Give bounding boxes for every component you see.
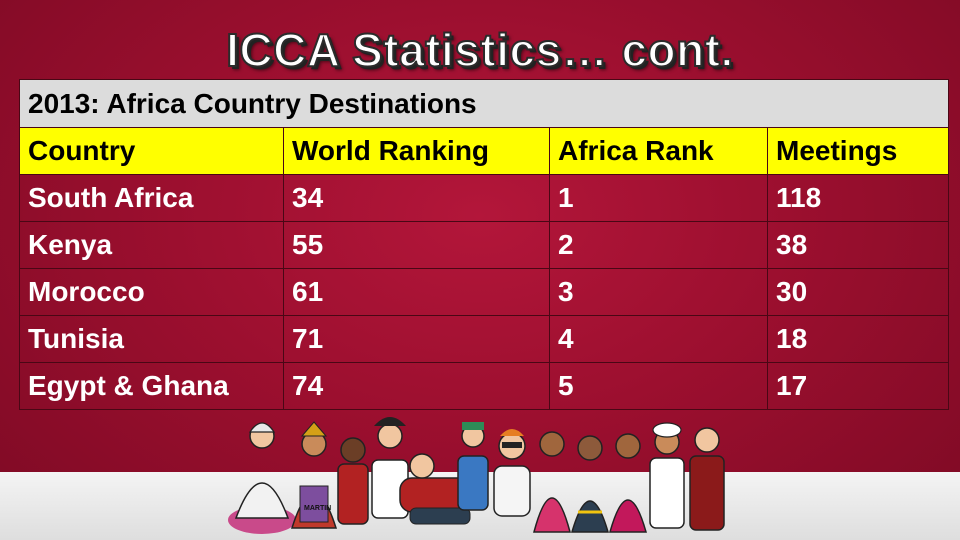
cell-africa-rank: 4	[549, 315, 768, 363]
person-figure	[533, 431, 571, 533]
diverse-people-crowd-illustration: MARTIN	[228, 417, 725, 534]
table-row: Kenya 55 2 38	[19, 221, 950, 269]
person-figure	[571, 435, 609, 533]
cell-world-ranking: 71	[283, 315, 550, 363]
person-figure	[290, 421, 338, 529]
cell-country: Morocco	[19, 268, 284, 316]
person-figure	[609, 433, 647, 533]
person-figure	[457, 422, 489, 511]
cell-meetings: 38	[766, 221, 950, 269]
person-figure	[649, 422, 685, 529]
destinations-table: 2013: Africa Country Destinations Countr…	[18, 79, 950, 410]
cell-world-ranking: 61	[283, 268, 550, 316]
table-row: South Africa 34 1 118	[19, 174, 950, 222]
cell-world-ranking: 55	[283, 221, 550, 269]
cell-africa-rank: 5	[549, 362, 768, 410]
column-header-world-ranking: World Ranking	[283, 127, 550, 175]
table-caption: 2013: Africa Country Destinations	[18, 79, 950, 128]
column-header-africa-rank: Africa Rank	[549, 127, 768, 175]
slide-title: ICCA Statistics… cont.	[225, 23, 734, 77]
cell-africa-rank: 1	[549, 174, 768, 222]
cell-meetings: 30	[766, 268, 950, 316]
table-header-row: Country World Ranking Africa Rank Meetin…	[19, 127, 950, 175]
cell-meetings: 17	[766, 362, 950, 410]
cell-country: Tunisia	[19, 315, 284, 363]
person-figure	[371, 417, 409, 519]
cell-meetings: 18	[766, 315, 950, 363]
table-caption-row: 2013: Africa Country Destinations	[18, 79, 950, 128]
cell-world-ranking: 74	[283, 362, 550, 410]
cell-africa-rank: 2	[549, 221, 768, 269]
person-figure	[399, 453, 471, 525]
person-figure	[228, 422, 296, 534]
person-figure	[689, 427, 725, 531]
cell-africa-rank: 3	[549, 268, 768, 316]
illustrator-signature: MARTIN	[304, 505, 331, 512]
table-row: Tunisia 71 4 18	[19, 315, 950, 363]
cell-country: South Africa	[19, 174, 284, 222]
cell-meetings: 118	[766, 174, 950, 222]
table-row: Egypt & Ghana 74 5 17	[19, 362, 950, 410]
column-header-meetings: Meetings	[766, 127, 950, 175]
person-figure	[337, 437, 369, 525]
table-row: Morocco 61 3 30	[19, 268, 950, 316]
cell-country: Kenya	[19, 221, 284, 269]
cell-country: Egypt & Ghana	[19, 362, 284, 410]
person-figure	[493, 429, 531, 517]
column-header-country: Country	[19, 127, 284, 175]
cell-world-ranking: 34	[283, 174, 550, 222]
